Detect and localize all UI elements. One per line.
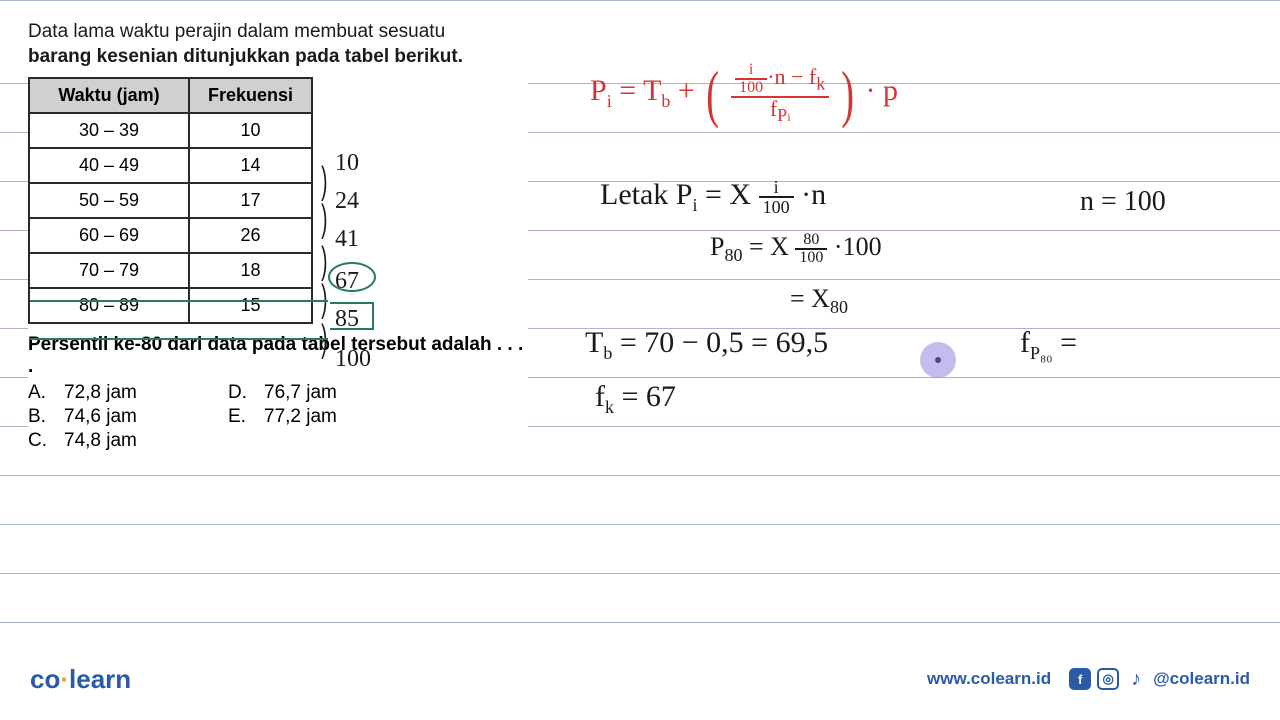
left-paren-icon: ( xyxy=(707,68,720,119)
frequency-table: Waktu (jam) Frekuensi 30 – 3910 40 – 491… xyxy=(28,77,313,324)
brace-icon: ) xyxy=(321,240,327,283)
header-waktu: Waktu (jam) xyxy=(29,78,189,113)
logo-dot-icon: · xyxy=(60,664,69,694)
question-text: Persentil ke-80 dari data pada tabel ter… xyxy=(28,334,528,378)
option-e: E.77,2 jam xyxy=(228,406,428,428)
formula-fraction: i100·n − fk fPi xyxy=(731,62,829,124)
table-row: 60 – 6926 xyxy=(29,218,312,253)
option-c: C.74,8 jam xyxy=(28,430,228,452)
problem-panel: Data lama waktu perajin dalam membuat se… xyxy=(28,20,528,452)
table-row: 30 – 3910 xyxy=(29,113,312,148)
problem-statement: Data lama waktu perajin dalam membuat se… xyxy=(28,20,528,69)
circle-annotation-67 xyxy=(328,262,376,292)
p80-line1: P80 = X 80100 ·100 xyxy=(710,232,882,266)
answer-options: A.72,8 jam D.76,7 jam B.74,6 jam E.77,2 … xyxy=(28,382,528,452)
facebook-icon: f xyxy=(1069,668,1091,690)
problem-line1: Data lama waktu perajin dalam membuat se… xyxy=(28,20,528,45)
footer-handle: @colearn.id xyxy=(1153,669,1250,689)
fp80-line: fP₈₀ = xyxy=(1020,326,1077,364)
letak-pi-line: Letak Pi = X i100 ·n xyxy=(600,178,826,216)
box-annotation-85 xyxy=(330,302,374,330)
problem-line2: barang kesenian ditunjukkan pada tabel b… xyxy=(28,45,528,70)
header-frekuensi: Frekuensi xyxy=(189,78,312,113)
row-highlight-70-79 xyxy=(30,300,328,340)
footer-url: www.colearn.id xyxy=(927,669,1051,689)
table-row: 70 – 7918 xyxy=(29,253,312,288)
footer-bar: co·learn www.colearn.id f ◎ ♪ @colearn.i… xyxy=(0,656,1280,702)
cumfreq-100: 100 xyxy=(335,346,371,373)
fk-line: fk = 67 xyxy=(595,380,676,418)
option-d: D.76,7 jam xyxy=(228,382,428,404)
colearn-logo: co·learn xyxy=(30,664,131,695)
option-a: A.72,8 jam xyxy=(28,382,228,404)
cursor-pointer-icon xyxy=(920,342,956,378)
cumfreq-10: 10 xyxy=(335,150,359,177)
right-paren-icon: ) xyxy=(841,68,854,119)
table-row: 40 – 4914 xyxy=(29,148,312,183)
cumfreq-24: 24 xyxy=(335,188,359,215)
instagram-icon: ◎ xyxy=(1097,668,1119,690)
percentile-formula: Pi = Tb + ( i100·n − fk fPi ) · p xyxy=(590,62,898,124)
brace-icon: ) xyxy=(321,160,327,203)
tb-line: Tb = 70 − 0,5 = 69,5 xyxy=(585,326,828,364)
social-icons: f ◎ ♪ @colearn.id xyxy=(1069,668,1250,690)
brace-icon: ) xyxy=(321,198,327,241)
option-b: B.74,6 jam xyxy=(28,406,228,428)
cumfreq-41: 41 xyxy=(335,226,359,253)
table-row: 50 – 5917 xyxy=(29,183,312,218)
table-header-row: Waktu (jam) Frekuensi xyxy=(29,78,312,113)
footer-right: www.colearn.id f ◎ ♪ @colearn.id xyxy=(927,668,1250,690)
p80-line2: = X80 xyxy=(790,284,848,318)
tiktok-icon: ♪ xyxy=(1125,668,1147,690)
n-equals-100: n = 100 xyxy=(1080,186,1166,218)
